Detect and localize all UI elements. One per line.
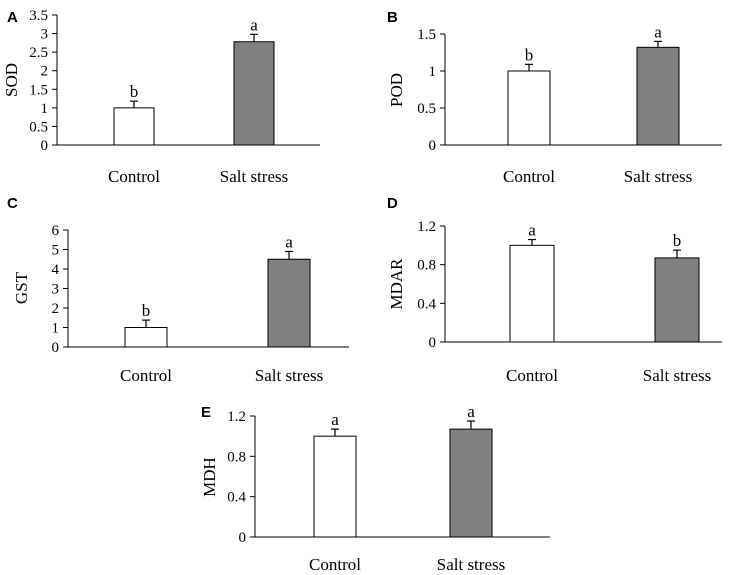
significance-letter: a [467,402,475,421]
bar-salt-stress [449,428,493,538]
chart-panel-e: E 0 0.4 0.8 1.2 MDH a Control a Salt stress [200,402,550,574]
x-category-label: Control [309,555,361,574]
panel-letter: E [201,404,211,421]
x-category-label: Control [503,167,555,186]
y-axis-title: GST [12,271,31,304]
x-category-label: Control [506,366,558,385]
chart-panel-b: B 0 0.5 1 1.5 POD b Control a Salt stress [387,9,722,186]
bar-control [113,107,155,146]
bar-salt-stress [267,258,311,348]
y-tick-label: 0.8 [417,258,436,274]
y-tick-label: 4 [52,262,60,278]
y-tick-label: 2 [41,64,49,80]
panel-letter: A [7,9,18,26]
y-tick-label: 1 [429,64,437,80]
y-tick-label: 0 [52,340,60,356]
significance-letter: a [331,410,339,429]
y-tick-label: 6 [52,223,60,239]
bar-salt-stress [636,46,680,146]
panel-letter: D [387,195,398,212]
y-axis-title: POD [387,73,406,107]
y-tick-label: 0.8 [227,449,246,465]
y-tick-label: 5 [52,243,60,259]
y-tick-label: 1.2 [417,219,436,235]
bar-salt-stress [654,257,700,343]
bar-control [507,70,551,146]
y-tick-label: 3.5 [29,8,48,24]
y-tick-label: 0.4 [227,490,246,506]
y-tick-label: 0 [239,530,247,546]
y-tick-label: 3 [52,282,60,298]
x-category-label: Control [120,366,172,385]
y-axis-title: MDH [200,457,219,497]
chart-panel-a: A 0 0.5 1 1.5 2 2.5 3 3.5 SOD b Control a Salt stress [2,8,320,186]
y-axis-title: SOD [2,63,21,97]
y-tick-label: 1.5 [417,27,436,43]
x-category-label: Salt stress [624,167,692,186]
y-axis-title: MDAR [387,258,406,310]
panel-letter: B [387,9,398,26]
y-tick-label: 1.2 [227,409,246,425]
significance-letter: a [528,221,536,240]
y-tick-label: 1 [52,321,60,337]
bar-control [509,244,555,343]
y-tick-label: 2.5 [29,45,48,61]
y-tick-label: 0 [41,138,49,154]
y-tick-label: 2 [52,301,60,317]
y-tick-label: 0.4 [417,296,436,312]
significance-letter: a [250,15,258,34]
y-tick-label: 1.5 [29,82,48,98]
x-category-label: Salt stress [643,366,711,385]
y-tick-label: 0 [429,335,437,351]
x-category-label: Salt stress [220,167,288,186]
significance-letter: b [525,45,534,64]
y-tick-label: 3 [41,27,49,43]
bar-salt-stress [233,41,275,146]
y-tick-label: 1 [41,101,49,117]
significance-letter: b [142,301,151,320]
chart-panel-c: C 0 1 2 3 4 5 6 GST b Control a Salt stress [7,195,349,385]
significance-letter: a [285,232,293,251]
x-category-label: Salt stress [437,555,505,574]
panel-letter: C [7,195,18,212]
bar-control [313,435,357,538]
x-category-label: Control [108,167,160,186]
y-tick-label: 0 [429,138,437,154]
significance-letter: b [130,82,139,101]
x-category-label: Salt stress [255,366,323,385]
y-tick-label: 0.5 [417,101,436,117]
y-tick-label: 0.5 [29,119,48,135]
chart-panel-d: D 0 0.4 0.8 1.2 MDAR a Control b Salt stress [387,195,722,385]
bar-control [124,327,168,348]
significance-letter: a [654,22,662,41]
significance-letter: b [673,231,682,250]
